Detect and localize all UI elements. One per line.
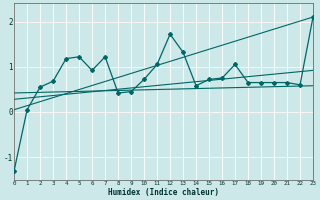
X-axis label: Humidex (Indice chaleur): Humidex (Indice chaleur)	[108, 188, 219, 197]
